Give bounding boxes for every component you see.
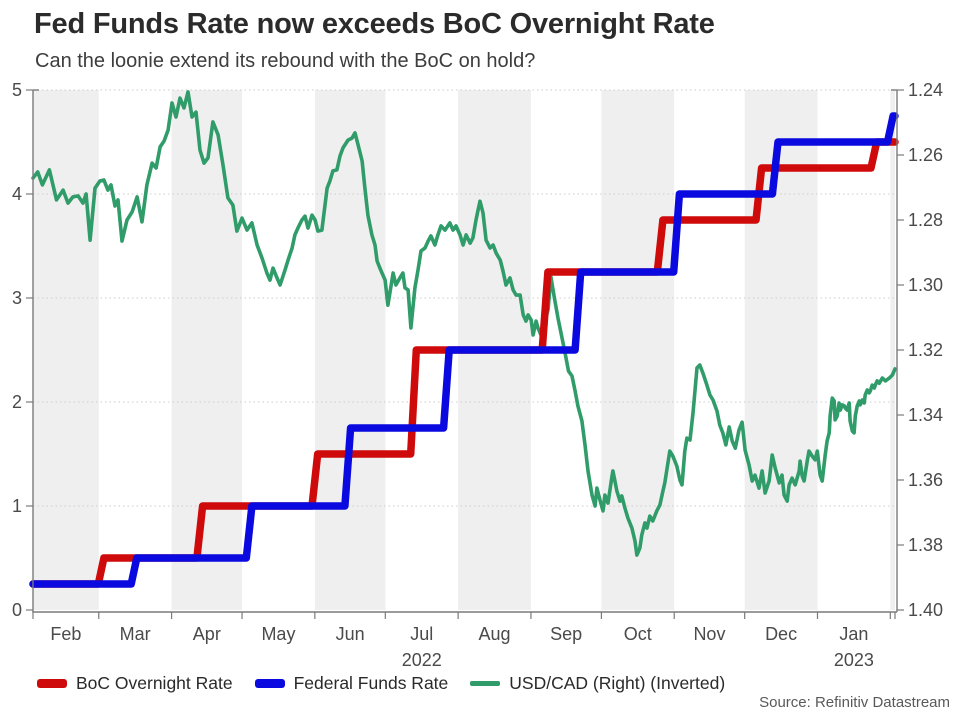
y-right-label: 1.34	[908, 405, 943, 425]
y-right-label: 1.40	[908, 600, 943, 620]
boc-series-swatch	[37, 679, 67, 688]
x-tick-label: Aug	[479, 624, 511, 644]
x-tick-label: Dec	[765, 624, 797, 644]
source-credit: Source: Refinitiv Datastream	[759, 694, 950, 711]
x-tick-label: Oct	[624, 624, 652, 644]
y-right-label: 1.36	[908, 470, 943, 490]
x-year-label: 2022	[402, 650, 442, 670]
month-band	[171, 90, 243, 610]
y-left-label: 5	[12, 80, 22, 100]
y-right-label: 1.38	[908, 535, 943, 555]
x-tick-label: Apr	[193, 624, 221, 644]
usdcad-series-swatch	[470, 681, 501, 686]
y-right-label: 1.28	[908, 210, 943, 230]
x-tick-label: Mar	[120, 624, 151, 644]
y-left-label: 1	[12, 496, 22, 516]
x-tick-label: Jul	[410, 624, 433, 644]
y-right-label: 1.30	[908, 275, 943, 295]
legend-label-boc: BoC Overnight Rate	[76, 673, 233, 693]
y-right-label: 1.24	[908, 80, 943, 100]
legend-item-fed: Federal Funds Rate	[254, 673, 449, 694]
x-year-label: 2023	[834, 650, 874, 670]
month-band	[33, 90, 99, 610]
legend-item-usdcad: USD/CAD (Right) (Inverted)	[470, 673, 725, 694]
x-tick-label: Feb	[50, 624, 81, 644]
series-line	[31, 90, 897, 557]
x-tick-label: Sep	[550, 624, 582, 644]
legend-label-fed: Federal Funds Rate	[293, 673, 449, 693]
x-tick-label: May	[261, 624, 295, 644]
y-left-label: 0	[12, 600, 22, 620]
x-tick-label: Jan	[839, 624, 868, 644]
chart-subtitle: Can the loonie extend its rebound with t…	[35, 50, 536, 72]
y-left-label: 2	[12, 392, 22, 412]
series-line	[29, 112, 899, 588]
x-tick-label: Nov	[693, 624, 725, 644]
legend-item-boc: BoC Overnight Rate	[37, 673, 233, 694]
month-band	[314, 90, 386, 610]
y-left-label: 4	[12, 184, 22, 204]
month-band	[744, 90, 818, 610]
month-band	[890, 90, 895, 610]
x-tick-label: Jun	[336, 624, 365, 644]
legend-label-usdcad: USD/CAD (Right) (Inverted)	[509, 673, 726, 693]
fed-series-swatch	[254, 679, 285, 688]
y-right-label: 1.26	[908, 145, 943, 165]
page-title: Fed Funds Rate now exceeds BoC Overnight…	[34, 8, 715, 40]
month-band	[601, 90, 675, 610]
y-left-label: 3	[12, 288, 22, 308]
chart-legend: BoC Overnight Rate Federal Funds Rate US…	[37, 673, 725, 694]
y-right-label: 1.32	[908, 340, 943, 360]
